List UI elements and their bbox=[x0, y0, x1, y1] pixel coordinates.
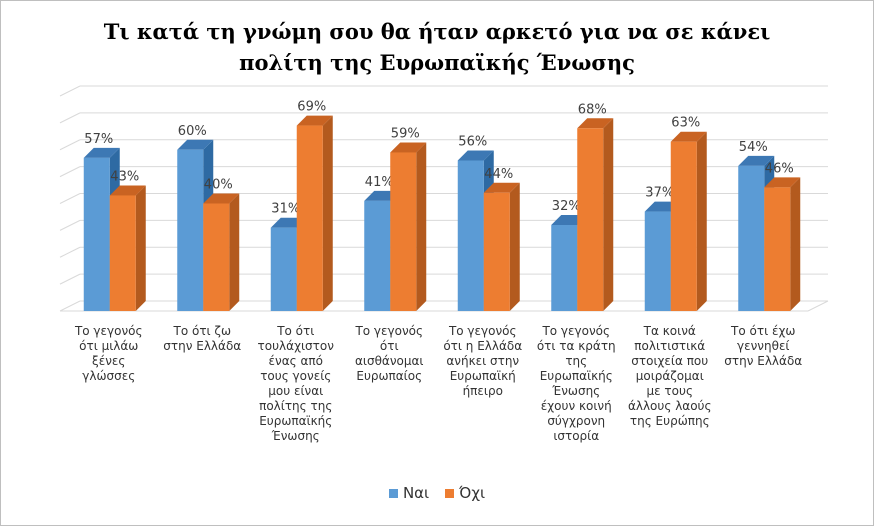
legend-label-ochi: Όχι bbox=[459, 484, 486, 502]
bar-nai-1-top bbox=[177, 139, 214, 150]
category-label-3: Το γεγονός ότι αισθάνομαι Ευρωπαίος bbox=[355, 324, 424, 383]
data-label-ochi-7: 46% bbox=[765, 161, 794, 176]
gridline-depth bbox=[59, 273, 81, 285]
bar-ochi-3-top bbox=[390, 142, 427, 153]
data-label-ochi-3: 59% bbox=[391, 126, 420, 141]
bar-ochi-3 bbox=[390, 152, 417, 311]
bar-ochi-5 bbox=[577, 128, 604, 311]
bar-nai-0-top bbox=[83, 147, 120, 158]
data-label-nai-0: 57% bbox=[84, 132, 113, 147]
category-label-6: Τα κοινά πολιτιστικά στοιχεία που μοιράζ… bbox=[627, 324, 712, 428]
category-label-1: Το ότι ζω στην Ελλάδα bbox=[163, 324, 242, 353]
gridline-depth bbox=[59, 85, 81, 97]
bar-ochi-2-top bbox=[296, 115, 333, 126]
bar-ochi-1-top bbox=[203, 193, 240, 204]
bar-ochi-7-top bbox=[764, 177, 801, 188]
chart-title-line-1: Τι κατά τη γνώμη σου θα ήταν αρκετό για … bbox=[103, 19, 771, 44]
data-label-ochi-0: 43% bbox=[110, 169, 139, 184]
bar-nai-7-top bbox=[738, 155, 775, 166]
data-label-nai-1: 60% bbox=[178, 124, 207, 139]
legend-swatch-ochi bbox=[445, 488, 455, 498]
gridline-depth bbox=[59, 246, 81, 258]
gridline-depth bbox=[59, 193, 81, 204]
bar-ochi-2-side bbox=[322, 115, 333, 311]
bar-nai-2 bbox=[270, 227, 297, 311]
bar-ochi-4 bbox=[483, 192, 510, 311]
data-label-nai-6: 37% bbox=[645, 186, 674, 201]
data-label-ochi-1: 40% bbox=[204, 178, 233, 193]
bar-nai-5 bbox=[551, 225, 578, 311]
category-label-2: Το ότι τουλάχιστον ένας από τους γονείς … bbox=[257, 324, 334, 443]
bar-ochi-7 bbox=[764, 187, 791, 311]
axis-floor-side bbox=[807, 300, 829, 312]
chart-title-line-2: πολίτη της Ευρωπαϊκής Ένωσης bbox=[239, 50, 635, 75]
gridline-depth bbox=[59, 139, 81, 151]
bar-ochi-3-side bbox=[416, 142, 427, 311]
bar-ochi-0 bbox=[109, 195, 136, 311]
bar-ochi-6-side bbox=[696, 131, 707, 311]
bar-ochi-5-top bbox=[577, 118, 614, 129]
gridline-depth bbox=[59, 166, 81, 178]
data-label-nai-7: 54% bbox=[739, 140, 768, 155]
data-label-ochi-2: 69% bbox=[297, 100, 326, 115]
gridline-depth bbox=[59, 219, 81, 231]
category-label-5: Το γεγονός ότι τα κράτη της Ευρωπαϊκής Έ… bbox=[536, 324, 616, 443]
bar-ochi-7-side bbox=[790, 177, 801, 311]
bar-ochi-6 bbox=[670, 141, 697, 311]
gridline-depth bbox=[59, 300, 81, 312]
bar-nai-1 bbox=[177, 149, 204, 311]
bar-nai-6 bbox=[644, 211, 671, 311]
data-label-nai-2: 31% bbox=[271, 202, 300, 217]
bar-ochi-0-top bbox=[109, 185, 146, 196]
data-label-nai-4: 56% bbox=[458, 135, 487, 150]
bar-ochi-4-side bbox=[509, 182, 520, 311]
legend-swatch-nai bbox=[388, 488, 398, 498]
bar-ochi-5-side bbox=[603, 118, 614, 311]
bar-ochi-4-top bbox=[483, 182, 520, 193]
legend-label-nai: Ναι bbox=[402, 484, 430, 502]
gridline-depth bbox=[59, 112, 81, 124]
category-label-4: Το γεγονός ότι η Ελλάδα ανήκει στην Ευρω… bbox=[443, 324, 523, 398]
bar-ochi-1-side bbox=[229, 193, 240, 311]
category-label-0: Το γεγονός ότι μιλάω ξένες γλώσσες bbox=[74, 324, 143, 383]
data-label-nai-5: 32% bbox=[552, 199, 581, 214]
bar-nai-4 bbox=[457, 160, 484, 311]
legend-item-nai: Ναι bbox=[388, 484, 430, 502]
data-label-nai-3: 41% bbox=[365, 175, 394, 190]
bar-nai-0 bbox=[83, 157, 110, 311]
category-label-7: Το ότι έχω γεννηθεί στην Ελλάδα bbox=[724, 324, 803, 368]
legend: Ναι Όχι bbox=[0, 484, 874, 502]
data-label-ochi-6: 63% bbox=[671, 116, 700, 131]
legend-item-ochi: Όχι bbox=[445, 484, 485, 502]
bar-ochi-1 bbox=[203, 203, 230, 311]
bar-nai-4-top bbox=[457, 150, 494, 161]
data-label-ochi-4: 44% bbox=[484, 167, 513, 182]
chart-title: Τι κατά τη γνώμη σου θα ήταν αρκετό για … bbox=[0, 16, 874, 78]
bar-ochi-2 bbox=[296, 125, 323, 311]
bar-nai-7 bbox=[738, 165, 765, 311]
data-label-ochi-5: 68% bbox=[578, 102, 607, 117]
bar-ochi-6-top bbox=[670, 131, 707, 142]
bar-ochi-0-side bbox=[135, 185, 146, 311]
bar-nai-3 bbox=[364, 200, 391, 311]
